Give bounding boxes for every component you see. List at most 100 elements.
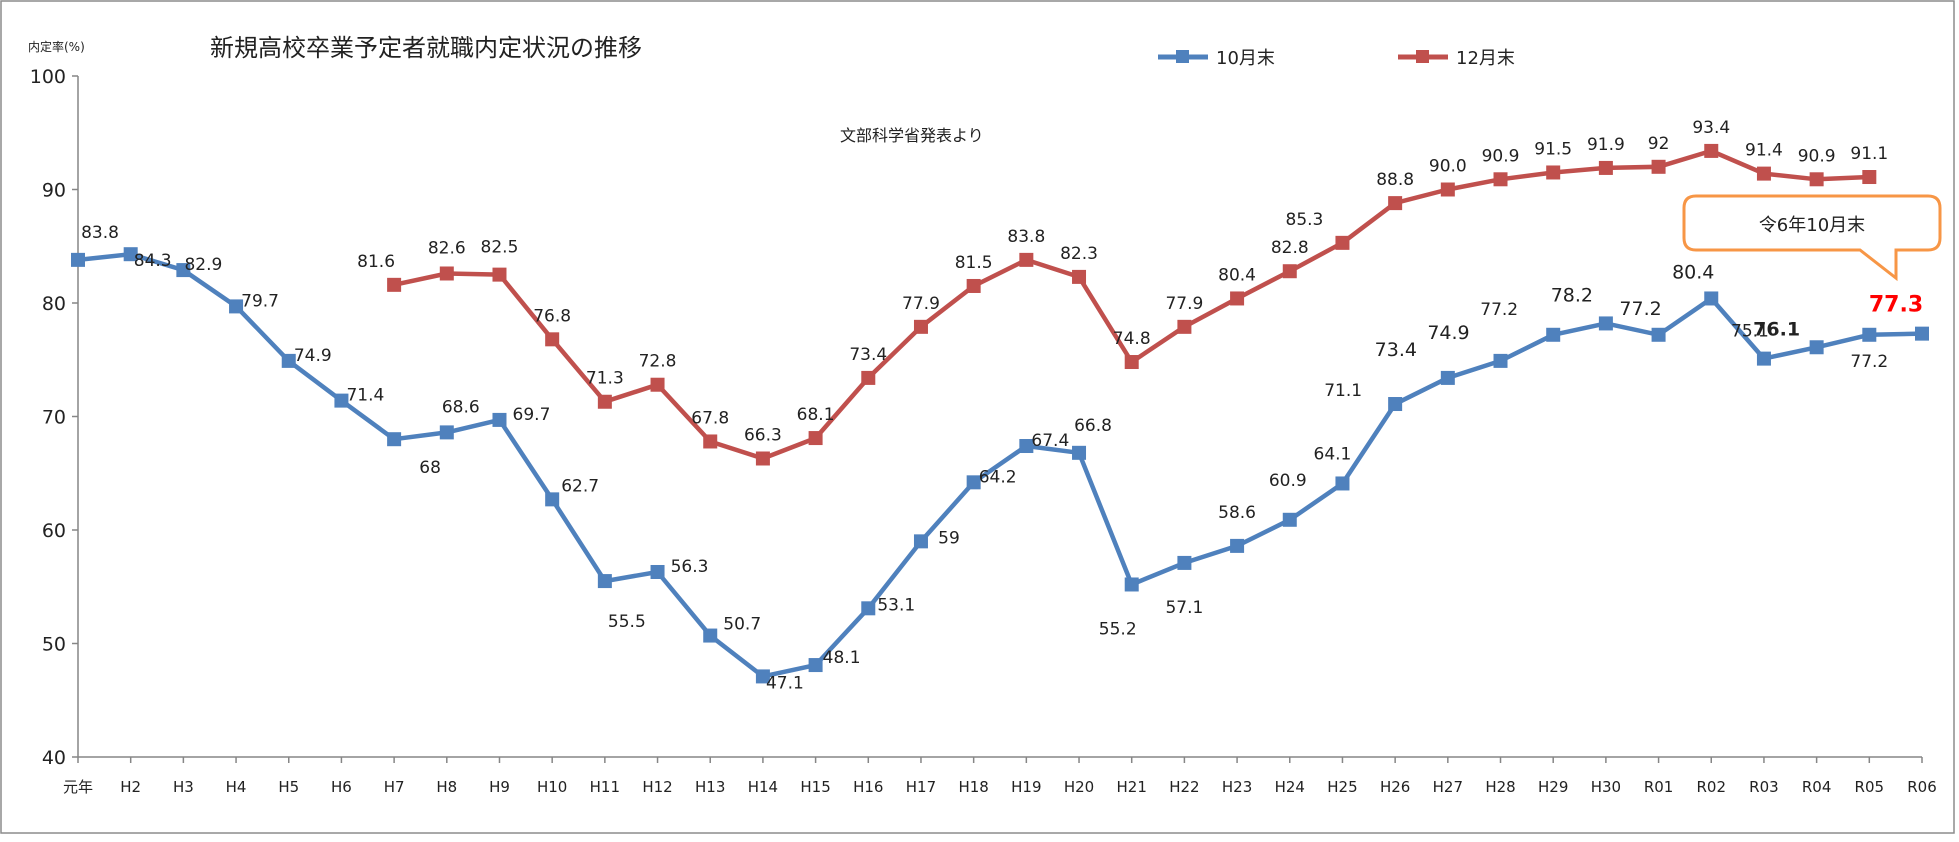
data-label-10: 77.3 <box>1869 293 1923 318</box>
series-line-10 <box>77 251 1923 679</box>
data-point <box>439 425 454 440</box>
data-point <box>808 658 823 673</box>
data-point <box>1862 327 1877 342</box>
y-tick-label: 50 <box>42 634 66 656</box>
data-point <box>1756 351 1771 366</box>
y-tick-label: 60 <box>42 520 66 542</box>
data-label-12: 80.4 <box>1218 265 1256 285</box>
data-point <box>1019 439 1034 454</box>
data-point <box>650 564 665 579</box>
data-label-10: 71.4 <box>346 386 384 406</box>
x-tick-label: H7 <box>384 778 405 796</box>
y-tick-label: 90 <box>42 180 66 202</box>
data-point <box>1809 172 1824 187</box>
legend: 10月末 12月末 <box>1158 48 1515 69</box>
data-label-10: 75.1 <box>1731 322 1769 342</box>
data-label-10: 80.4 <box>1672 261 1714 283</box>
data-label-10: 50.7 <box>723 615 761 635</box>
data-point <box>1072 445 1087 460</box>
x-tick-label: H25 <box>1327 778 1357 796</box>
x-tick-label: H4 <box>226 778 247 796</box>
data-label-10: 68 <box>419 458 441 478</box>
source-note: 文部科学省発表より <box>840 126 984 145</box>
data-point <box>1651 159 1666 174</box>
data-label-10: 64.2 <box>979 467 1017 487</box>
x-tick-label: H28 <box>1485 778 1515 796</box>
data-label-12: 82.3 <box>1060 244 1098 264</box>
data-point <box>1072 269 1087 284</box>
data-label-12: 93.4 <box>1692 118 1730 138</box>
data-label-10: 58.6 <box>1218 503 1256 523</box>
x-tick-label: H21 <box>1117 778 1147 796</box>
callout-bubble <box>1682 194 1942 282</box>
data-point <box>1915 326 1929 341</box>
data-point <box>1124 577 1139 592</box>
x-tick-label: H9 <box>489 778 510 796</box>
data-label-10: 56.3 <box>671 557 709 577</box>
x-tick-label: R04 <box>1802 778 1832 796</box>
x-tick-label: H6 <box>331 778 352 796</box>
x-tick-label: R03 <box>1749 778 1779 796</box>
data-label-10: 55.2 <box>1099 619 1137 639</box>
data-point <box>1282 512 1297 527</box>
x-tick-label: R06 <box>1907 778 1937 796</box>
data-point <box>861 601 876 616</box>
data-point <box>334 393 349 408</box>
data-label-10: 64.1 <box>1314 444 1352 464</box>
x-tick-label: R02 <box>1696 778 1726 796</box>
data-point <box>439 266 454 281</box>
data-point <box>1493 353 1508 368</box>
x-tick-label: H22 <box>1169 778 1199 796</box>
legend-marker-12 <box>1416 50 1429 63</box>
data-point <box>650 377 665 392</box>
data-label-10: 47.1 <box>766 673 804 693</box>
x-tick-label: 元年 <box>63 778 93 796</box>
data-label-10: 71.1 <box>1324 381 1362 401</box>
x-tick-label: H2 <box>120 778 141 796</box>
data-label-12: 81.6 <box>357 252 395 272</box>
data-label-12: 81.5 <box>955 253 993 273</box>
data-label-10: 79.7 <box>241 291 279 311</box>
data-point <box>387 277 402 292</box>
data-point <box>1651 327 1666 342</box>
data-label-12: 92 <box>1648 134 1670 154</box>
data-point <box>1598 160 1613 175</box>
x-tick-label: H12 <box>642 778 672 796</box>
y-tick-label: 80 <box>42 293 66 315</box>
x-tick-label: H14 <box>748 778 778 796</box>
x-tick-label: H11 <box>590 778 620 796</box>
axes: 40 50 60 70 80 90 100 元年 H2 H3 H4 H5 H6 H7 H8 H9 H10 H11 H… <box>30 66 1937 796</box>
y-tick-label: 70 <box>42 407 66 429</box>
data-point <box>861 370 876 385</box>
data-point <box>1546 165 1561 180</box>
data-point <box>1177 319 1192 334</box>
data-point <box>1019 252 1034 267</box>
data-point <box>1230 538 1245 553</box>
data-point <box>808 431 823 446</box>
x-tick-label: H24 <box>1275 778 1305 796</box>
series-markers <box>71 143 1929 684</box>
x-tick-label: H27 <box>1433 778 1463 796</box>
x-tick-label: H15 <box>800 778 830 796</box>
data-label-10: 77.2 <box>1619 298 1661 320</box>
legend-marker-10 <box>1176 50 1189 63</box>
data-label-12: 74.8 <box>1113 329 1151 349</box>
data-point <box>597 574 612 589</box>
data-point <box>1598 316 1613 331</box>
data-point <box>1177 555 1192 570</box>
data-point <box>597 394 612 409</box>
data-point <box>1862 170 1877 185</box>
data-point <box>71 252 85 267</box>
data-point <box>1704 143 1719 158</box>
data-label-10: 48.1 <box>823 648 861 668</box>
y-axis-label: 内定率(%) <box>28 39 85 54</box>
data-label-12: 71.3 <box>586 369 624 389</box>
data-point <box>703 434 718 449</box>
data-point <box>913 534 928 549</box>
data-label-12: 83.8 <box>1007 227 1045 247</box>
data-label-12: 85.3 <box>1286 210 1324 230</box>
x-tick-label: H20 <box>1064 778 1094 796</box>
data-label-12: 68.1 <box>797 405 835 425</box>
data-point <box>1493 172 1508 187</box>
